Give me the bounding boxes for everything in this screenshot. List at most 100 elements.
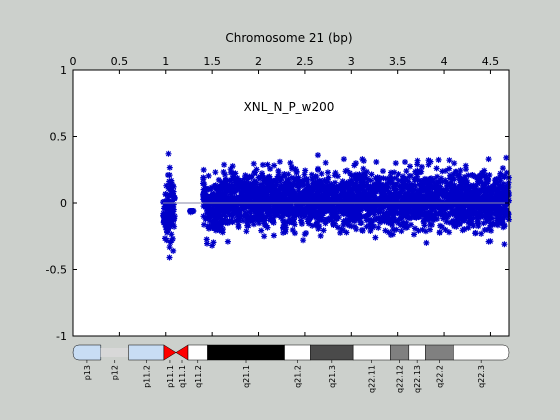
data-point xyxy=(446,219,453,226)
data-point xyxy=(427,181,434,188)
data-point xyxy=(450,171,457,178)
data-point xyxy=(289,198,296,205)
data-point xyxy=(343,220,350,227)
data-point xyxy=(165,213,172,220)
data-point xyxy=(391,193,397,200)
data-point xyxy=(463,199,470,206)
data-point xyxy=(498,194,505,201)
data-point xyxy=(163,221,170,227)
data-point xyxy=(254,196,260,203)
data-point xyxy=(249,200,256,207)
data-point xyxy=(276,194,283,201)
data-point xyxy=(165,192,172,199)
data-point xyxy=(228,196,234,203)
data-point xyxy=(402,192,409,199)
data-point xyxy=(319,180,326,187)
data-point xyxy=(417,208,424,215)
data-point xyxy=(283,205,290,212)
data-point xyxy=(456,212,463,219)
data-point xyxy=(290,182,297,189)
data-point xyxy=(347,208,354,215)
data-point xyxy=(421,198,428,205)
data-point xyxy=(442,177,449,184)
data-point xyxy=(245,196,252,203)
data-point xyxy=(371,211,378,218)
data-point xyxy=(479,194,486,201)
data-point xyxy=(216,195,223,201)
chart-title: Chromosome 21 (bp) xyxy=(225,31,352,45)
data-point xyxy=(346,191,353,198)
data-point xyxy=(248,189,255,196)
data-point xyxy=(368,189,375,196)
data-point xyxy=(465,224,472,231)
data-point xyxy=(219,217,226,224)
data-point xyxy=(414,161,421,168)
data-point xyxy=(306,208,313,215)
data-point xyxy=(187,209,194,216)
data-point xyxy=(330,203,337,210)
data-point xyxy=(251,193,258,200)
data-point xyxy=(482,197,489,204)
data-point xyxy=(280,197,287,204)
data-point xyxy=(404,224,411,231)
data-point xyxy=(258,216,265,223)
data-point xyxy=(380,203,387,210)
data-point xyxy=(427,190,434,197)
data-point xyxy=(223,185,230,192)
data-point xyxy=(366,194,373,201)
data-point xyxy=(300,210,307,217)
data-point xyxy=(472,198,479,204)
data-point xyxy=(320,193,327,200)
ideogram-band-label: q21.3 xyxy=(328,365,337,388)
data-point xyxy=(417,191,424,198)
data-point xyxy=(359,172,366,179)
data-point xyxy=(403,219,410,226)
data-point xyxy=(462,162,469,169)
data-point xyxy=(340,222,347,228)
data-point xyxy=(347,179,354,186)
data-point xyxy=(207,204,214,211)
data-point xyxy=(285,208,292,215)
data-point xyxy=(282,221,288,227)
data-point xyxy=(236,187,243,193)
data-point xyxy=(200,195,207,202)
data-point xyxy=(453,168,460,175)
data-point xyxy=(377,207,384,214)
data-point xyxy=(280,217,287,224)
data-point xyxy=(431,215,438,222)
data-point xyxy=(372,184,378,191)
data-point xyxy=(255,202,261,209)
data-point xyxy=(346,170,353,177)
data-point xyxy=(326,188,333,195)
data-point xyxy=(351,182,358,188)
data-point xyxy=(448,186,455,192)
data-point xyxy=(298,190,305,197)
data-point xyxy=(388,169,394,176)
data-point xyxy=(287,159,294,166)
data-point xyxy=(365,205,372,212)
data-point xyxy=(386,203,393,210)
data-point xyxy=(286,216,293,222)
data-point xyxy=(378,191,385,198)
data-point xyxy=(290,210,296,217)
data-point xyxy=(292,175,299,182)
data-point xyxy=(382,187,389,194)
data-point xyxy=(486,185,493,192)
data-point xyxy=(384,195,391,202)
data-point xyxy=(240,186,247,193)
data-point xyxy=(443,185,450,192)
data-point xyxy=(427,226,433,233)
data-point xyxy=(161,214,168,221)
ideogram-band xyxy=(453,344,510,361)
data-point xyxy=(295,188,302,194)
ideogram-band xyxy=(128,344,165,361)
ideogram-band xyxy=(72,344,102,361)
data-point xyxy=(318,201,325,208)
data-point xyxy=(415,213,422,220)
data-point xyxy=(209,196,216,203)
data-point xyxy=(387,195,393,202)
data-point xyxy=(472,173,479,180)
data-point xyxy=(204,205,211,212)
data-point xyxy=(338,226,345,233)
data-point xyxy=(219,229,226,236)
